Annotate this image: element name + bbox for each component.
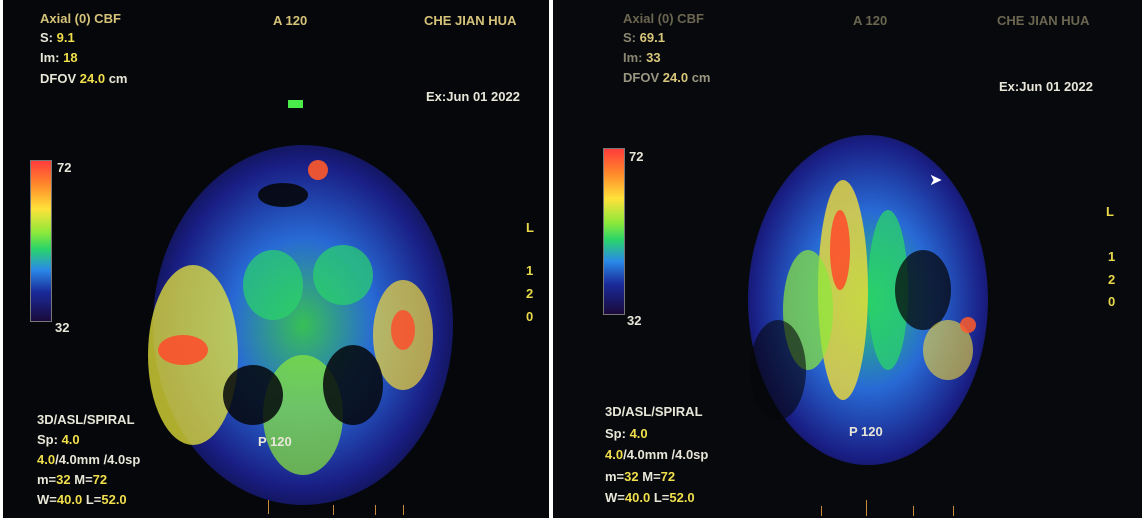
series-description: Axial (0) CBF [623,11,704,26]
side-label-l: L [526,220,534,235]
anterior-label: A 120 [273,13,308,28]
window-level-info: W=40.0 L=52.0 [37,492,127,507]
thickness-info: 4.0/4.0mm /4.0sp [605,447,709,462]
color-scale-gradient [31,161,51,321]
patient-name: CHE JIAN HUA [424,13,517,28]
left-viewport[interactable]: Axial (0) CBF S: 9.1 Im: 18 DFOV 24.0 cm… [3,0,549,518]
slice-position: S: 9.1 [40,30,75,45]
side-label-0: 0 [526,309,534,324]
anterior-label: A 120 [853,13,888,28]
display-fov: DFOV 24.0 cm [40,71,128,86]
mouse-pointer-icon: ➤ [929,172,943,189]
side-label-2: 2 [526,286,534,301]
sequence-name: 3D/ASL/SPIRAL [37,412,135,427]
patient-name: CHE JIAN HUA [997,13,1090,28]
posterior-label: P 120 [258,434,292,449]
spacing-info: Sp: 4.0 [37,432,80,447]
display-fov: DFOV 24.0 cm [623,70,711,85]
scale-tick [375,505,376,515]
window-level-info: W=40.0 L=52.0 [605,490,695,505]
exam-date: Ex:Jun 01 2022 [999,79,1093,94]
right-viewport[interactable]: Axial (0) CBF S: 69.1 Im: 33 DFOV 24.0 c… [553,0,1142,518]
side-label-0: 0 [1108,294,1116,309]
color-scale-gradient [604,149,624,314]
scale-tick [953,506,954,516]
scale-max-label: 72 [629,149,644,164]
side-label-1: 1 [1108,249,1116,264]
sequence-name: 3D/ASL/SPIRAL [605,404,703,419]
perfusion-map-right [748,135,988,465]
spacing-info: Sp: 4.0 [605,426,648,441]
color-scale-bar [603,148,625,315]
scale-tick [913,506,914,516]
color-scale-bar [30,160,52,322]
series-description: Axial (0) CBF [40,11,121,26]
side-label-l: L [1106,204,1114,219]
scale-tick [403,505,404,515]
image-number: Im: 33 [623,50,661,65]
scale-tick [821,506,822,516]
scale-max-label: 72 [57,160,72,175]
side-label-1: 1 [526,263,534,278]
range-info: m=32 M=72 [37,472,108,487]
thickness-info: 4.0/4.0mm /4.0sp [37,452,141,467]
side-label-2: 2 [1108,272,1116,287]
image-number: Im: 18 [40,50,78,65]
range-info: m=32 M=72 [605,469,676,484]
scale-tick [268,500,269,514]
scale-tick [333,505,334,515]
scale-tick [866,500,867,516]
slice-position: S: 69.1 [623,30,665,45]
posterior-label: P 120 [849,424,883,439]
scale-min-label: 32 [55,320,70,335]
perfusion-map-left [148,100,453,505]
exam-date: Ex:Jun 01 2022 [426,89,520,104]
scale-min-label: 32 [627,313,642,328]
